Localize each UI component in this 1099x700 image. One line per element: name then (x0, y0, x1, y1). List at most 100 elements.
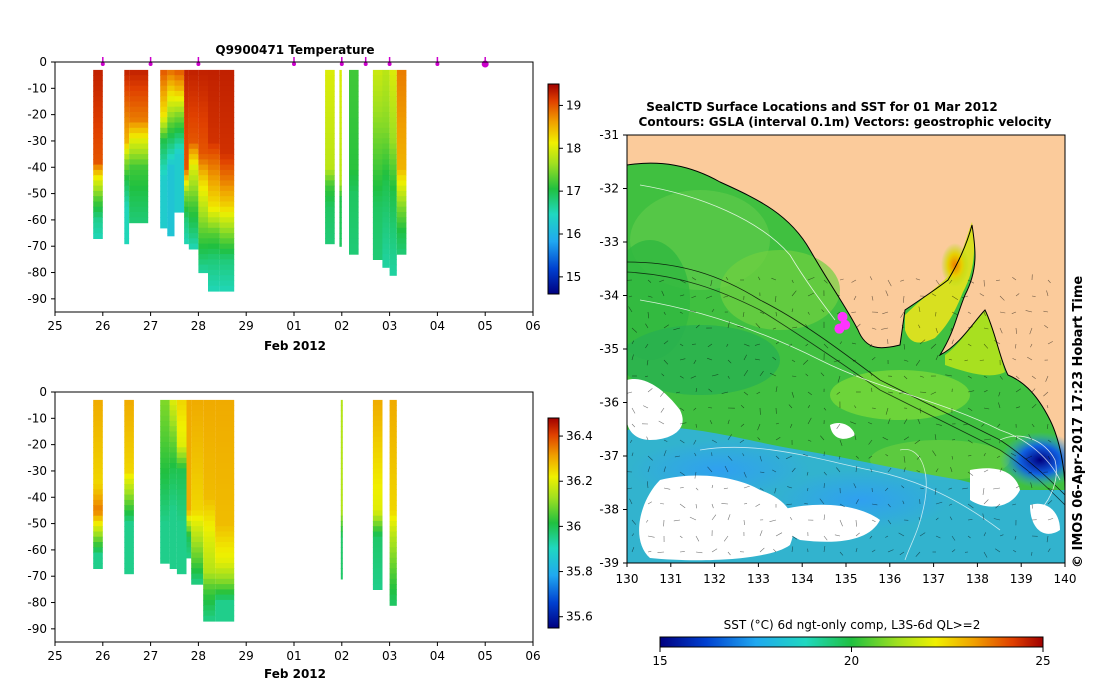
section-cell (188, 217, 199, 224)
velocity-vector (1012, 468, 1017, 473)
section-cell (389, 69, 397, 76)
section-cell (349, 85, 359, 92)
section-cell (349, 148, 359, 155)
velocity-vector (823, 471, 827, 476)
section-cell (188, 180, 199, 187)
section-cell (382, 143, 390, 150)
section-cell (396, 190, 407, 197)
section-cell (186, 510, 192, 517)
y-tick-label: -40 (27, 490, 47, 504)
section-cell (184, 90, 189, 97)
section-cell (339, 201, 342, 208)
section-cell (198, 148, 208, 155)
section-cell (174, 112, 185, 118)
section-cell (191, 547, 204, 554)
section-cell (124, 463, 134, 469)
section-cell (219, 138, 235, 145)
section-cell (93, 473, 103, 480)
velocity-vector (725, 277, 729, 281)
section-cell (340, 457, 343, 464)
section-cell (208, 90, 220, 97)
section-cell (389, 96, 397, 103)
section-cell (191, 410, 204, 417)
velocity-vector (759, 530, 763, 537)
velocity-vector (791, 279, 794, 284)
section-cell (198, 112, 208, 118)
section-cell (372, 180, 383, 187)
velocity-vector (1012, 358, 1017, 361)
section-cell (188, 190, 199, 197)
section-cell (208, 159, 220, 166)
section-cell (93, 520, 103, 527)
section-cell (349, 122, 359, 129)
section-cell (167, 212, 175, 218)
section-cell (124, 457, 134, 464)
velocity-vector (823, 483, 825, 489)
velocity-vector (949, 279, 953, 284)
y-tick-label: -20 (27, 438, 47, 452)
section-cell (349, 233, 359, 239)
velocity-vector (631, 519, 637, 525)
section-cell (215, 457, 235, 464)
velocity-vector (775, 455, 780, 460)
section-cell (191, 563, 204, 569)
section-cell (198, 248, 208, 255)
lon-tick-label: 139 (1010, 572, 1033, 586)
temperature-colorbar (547, 83, 560, 295)
section-cell (372, 515, 383, 522)
section-cell (174, 169, 185, 176)
section-cell (93, 69, 103, 76)
section-cell (203, 505, 216, 512)
section-cell (93, 515, 103, 522)
section-cell (389, 547, 397, 554)
x-tick-label: 02 (334, 649, 349, 663)
section-cell (160, 175, 168, 182)
velocity-vector (979, 359, 985, 361)
section-cell (382, 117, 390, 124)
map-title: SealCTD Surface Locations and SST for 01… (646, 100, 998, 114)
section-cell (208, 117, 220, 124)
section-cell (215, 573, 235, 580)
section-cell (93, 143, 103, 150)
section-cell (160, 96, 168, 103)
velocity-vector (916, 455, 921, 460)
section-cell (186, 399, 192, 406)
section-cell (215, 499, 235, 506)
section-cell (382, 85, 390, 92)
section-cell (129, 69, 149, 76)
section-cell (215, 542, 235, 548)
section-cell (372, 164, 383, 171)
section-cell (396, 243, 407, 250)
section-cell (191, 478, 204, 485)
section-cell (389, 515, 397, 522)
section-cell (184, 122, 189, 129)
velocity-vector (871, 295, 874, 301)
section-cell (382, 206, 390, 213)
section-cell (372, 254, 383, 260)
section-cell (160, 190, 168, 197)
section-cell (184, 101, 189, 108)
velocity-vector (996, 455, 1001, 458)
velocity-vector (962, 487, 969, 490)
x-tick-label: 29 (239, 319, 254, 333)
section-cell (349, 222, 359, 229)
section-cell (93, 457, 103, 464)
section-cell (219, 259, 235, 266)
section-cell (340, 515, 343, 522)
section-cell (188, 148, 199, 155)
section-cell (124, 159, 130, 166)
section-cell (160, 442, 170, 448)
section-cell (396, 96, 407, 103)
velocity-vector (759, 311, 765, 314)
section-cell (169, 457, 177, 464)
profile-column (176, 399, 187, 575)
velocity-vector (661, 373, 665, 377)
velocity-vector (772, 327, 777, 330)
section-cell (215, 426, 235, 433)
section-cell (372, 442, 383, 448)
section-cell (325, 154, 335, 160)
section-cell (160, 143, 168, 150)
section-cell (188, 222, 199, 229)
section-cell (176, 568, 187, 575)
velocity-vector (935, 535, 941, 539)
